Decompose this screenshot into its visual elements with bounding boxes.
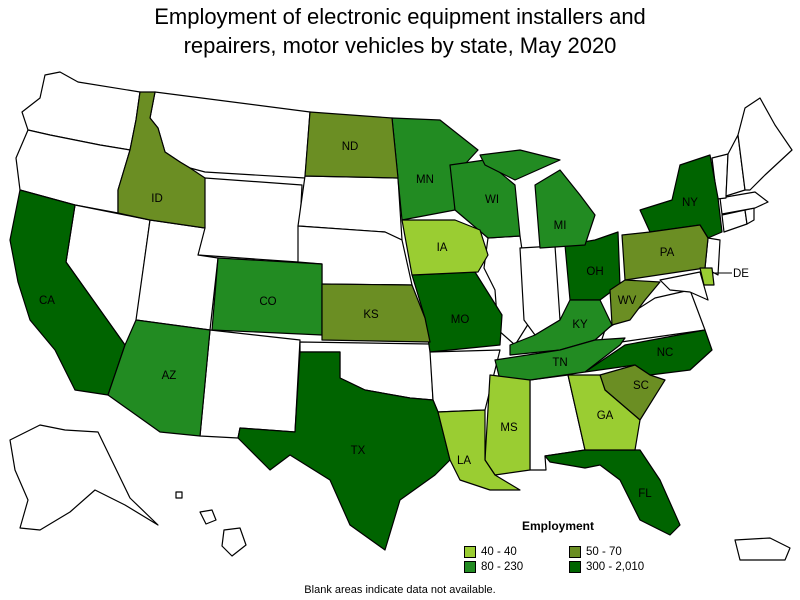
label-la: LA: [457, 455, 471, 467]
label-pa: PA: [660, 247, 675, 259]
state-mi[interactable]: [479, 149, 596, 249]
state-tx[interactable]: [237, 351, 451, 551]
state-de[interactable]: [699, 267, 715, 286]
state-ma[interactable]: [719, 191, 769, 215]
legend-label: 300 - 2,010: [586, 561, 645, 573]
state-wy[interactable]: [197, 177, 303, 263]
map-title-line2: repairers, motor vehicles by state, May …: [183, 33, 617, 58]
label-fl: FL: [638, 488, 652, 500]
legend-item-80-230: 80 - 230: [464, 561, 523, 573]
state-nd[interactable]: [304, 111, 399, 179]
state-hi[interactable]: [175, 491, 247, 557]
legend-label: 80 - 230: [481, 561, 524, 573]
label-tn: TN: [552, 357, 567, 369]
label-id: ID: [151, 193, 163, 205]
state-ny[interactable]: [639, 154, 723, 239]
state-ia[interactable]: [401, 219, 489, 276]
legend-swatch: [464, 561, 476, 573]
label-ca: CA: [39, 295, 55, 307]
label-mi: MI: [554, 220, 567, 232]
state-la[interactable]: [437, 409, 521, 491]
state-ky[interactable]: [509, 299, 613, 356]
label-ga: GA: [597, 410, 614, 422]
state-ak[interactable]: [9, 424, 159, 531]
legend-title: Employment: [522, 519, 595, 533]
territory-pr[interactable]: [734, 537, 791, 561]
legend-swatch: [569, 561, 581, 573]
legend-item-40-40: 40 - 40: [464, 546, 517, 558]
legend-item-50-70: 50 - 70: [569, 546, 622, 558]
label-co: CO: [259, 296, 276, 308]
state-md[interactable]: [659, 271, 709, 301]
label-ks: KS: [363, 309, 379, 321]
label-mn: MN: [416, 174, 434, 186]
label-tx: TX: [351, 445, 366, 457]
label-sc: SC: [633, 380, 649, 392]
label-nc: NC: [657, 347, 674, 359]
map-title-line1: Employment of electronic equipment insta…: [154, 4, 646, 29]
label-wi: WI: [485, 194, 499, 206]
map-title: Employment of electronic equipment insta…: [0, 2, 800, 60]
state-wv[interactable]: [609, 279, 661, 326]
state-in[interactable]: [519, 245, 561, 336]
label-mo: MO: [451, 314, 470, 326]
label-ms: MS: [500, 422, 518, 434]
label-wv: WV: [618, 295, 637, 307]
state-ca[interactable]: [9, 189, 126, 396]
label-ia: IA: [437, 242, 448, 254]
label-ny: NY: [682, 197, 698, 209]
legend-swatch: [464, 546, 476, 558]
state-ks[interactable]: [321, 283, 431, 343]
legend-item-300-2010: 300 - 2,010: [569, 561, 644, 573]
label-ky: KY: [572, 319, 588, 331]
state-me[interactable]: [737, 97, 793, 191]
label-nd: ND: [342, 141, 359, 153]
state-id[interactable]: [117, 91, 206, 229]
label-az: AZ: [162, 370, 177, 382]
footnote: Blank areas indicate data not available.: [304, 584, 496, 596]
state-ga[interactable]: [567, 374, 641, 451]
state-ri[interactable]: [744, 207, 755, 225]
label-de: DE: [733, 268, 749, 280]
label-oh: OH: [586, 266, 603, 278]
legend-label: 40 - 40: [481, 546, 517, 558]
state-nm[interactable]: [199, 329, 301, 439]
state-az[interactable]: [107, 319, 211, 437]
state-ms[interactable]: [484, 374, 531, 476]
legend-label: 50 - 70: [586, 546, 622, 558]
legend-swatch: [569, 546, 581, 558]
